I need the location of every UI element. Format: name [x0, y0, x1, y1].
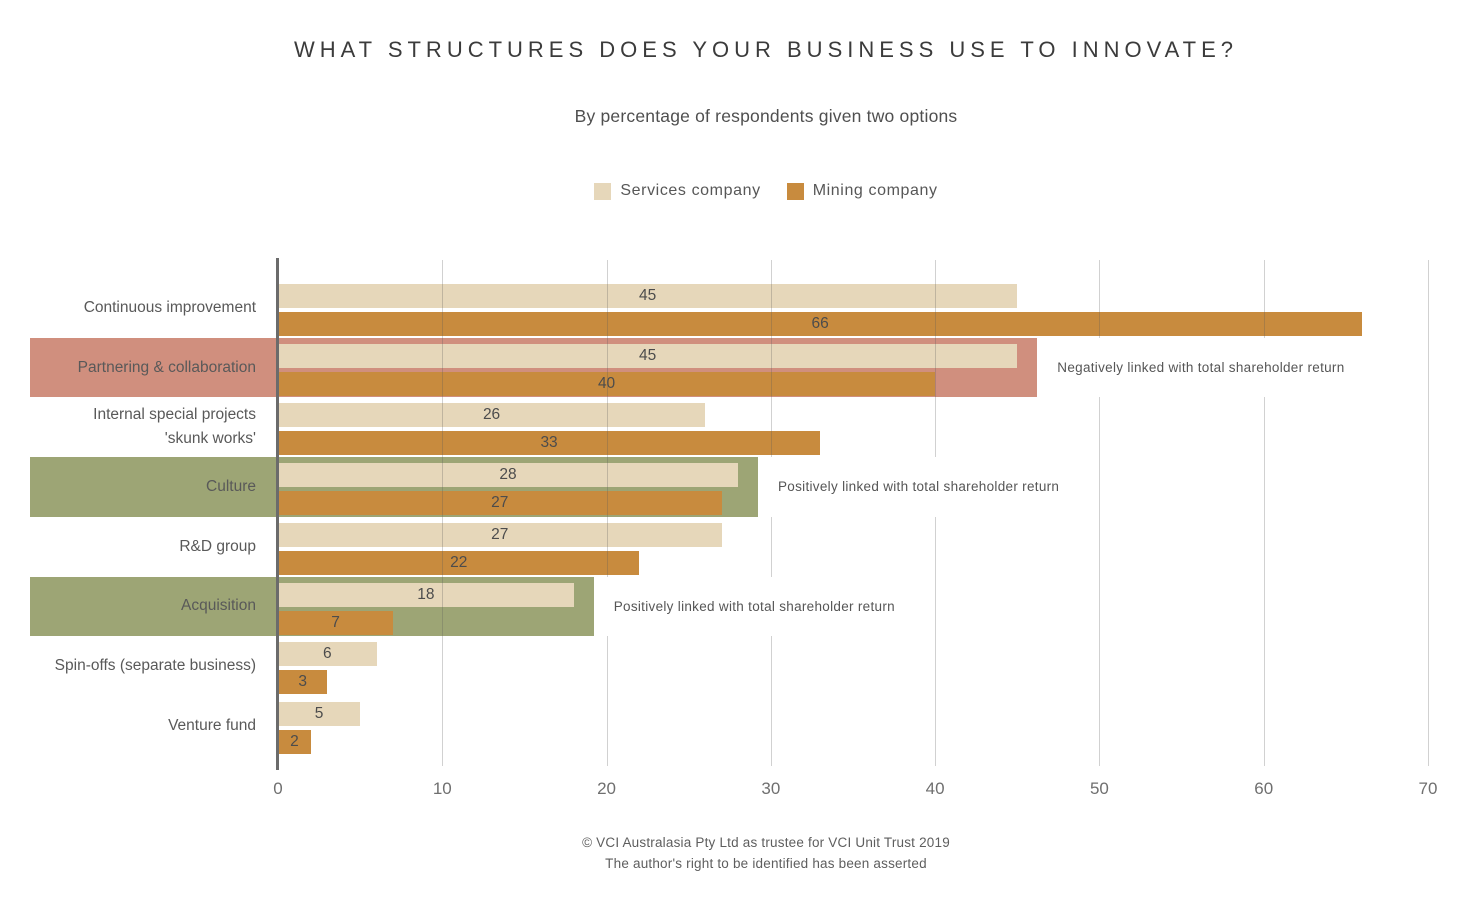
x-axis-tick-40: 40	[925, 779, 945, 798]
x-axis-tick-20: 20	[597, 779, 617, 798]
category-label-r-d-group: R&D group	[179, 537, 256, 555]
x-axis-tick-60: 60	[1254, 779, 1274, 798]
category-label-acquisition: Acquisition	[181, 597, 256, 615]
legend-swatch-icon	[786, 182, 804, 200]
x-axis-tick-70: 70	[1418, 779, 1438, 798]
bar-mining-r-d-group: 22	[278, 550, 640, 575]
category-label-continuous-improvement: Continuous improvement	[83, 298, 256, 316]
gridline-10	[442, 260, 444, 766]
footer-rights-statement: The author's right to be identified has …	[605, 856, 927, 871]
footer-copyright: © VCI Australasia Pty Ltd as trustee for…	[582, 835, 950, 850]
value-label-mining-spin-offs-separate-business: 3	[298, 673, 307, 691]
bar-services-spin-offs-separate-business: 6	[278, 642, 377, 667]
value-label-services-culture: 28	[499, 466, 517, 484]
bar-services-r-d-group: 27	[278, 522, 722, 547]
chart-title: WHAT STRUCTURES DOES YOUR BUSINESS USE T…	[293, 37, 1239, 62]
value-label-mining-internal-special-projects-skunk-works: 33	[540, 434, 558, 452]
gridline-70	[1428, 260, 1429, 766]
x-axis-tick-30: 30	[761, 779, 781, 798]
x-axis-tick-0: 0	[273, 779, 283, 798]
legend: Services company Mining company	[58, 182, 1474, 200]
value-label-services-continuous-improvement: 45	[639, 287, 657, 304]
bar-services-partnering-collaboration: 45	[278, 343, 1018, 368]
legend-label: Services company	[620, 182, 761, 199]
value-label-services-r-d-group: 27	[491, 525, 509, 543]
bar-mining-culture: 27	[278, 491, 722, 516]
category-label-internal-special-projects-skunk-works: Internal special projects 'skunk works'	[93, 406, 256, 448]
category-label-culture: Culture	[206, 477, 256, 495]
annotation-partnering-collaboration: Negatively linked with total shareholder…	[1037, 337, 1359, 398]
category-label-spin-offs-separate-business: Spin-offs (separate business)	[54, 657, 256, 675]
bar-services-continuous-improvement: 45	[278, 284, 1018, 308]
value-label-services-spin-offs-separate-business: 6	[322, 645, 332, 663]
value-label-mining-acquisition: 7	[331, 613, 340, 631]
legend-item-services-company: Services company	[594, 182, 760, 200]
gridline-50	[1099, 260, 1101, 766]
value-label-mining-r-d-group: 22	[450, 553, 468, 571]
bar-services-internal-special-projects-skunk-works: 26	[278, 403, 706, 428]
legend-item-mining-company: Mining company	[786, 182, 938, 200]
bar-mining-venture-fund: 2	[278, 729, 311, 754]
annotation-culture: Positively linked with total shareholder…	[758, 457, 1074, 517]
bar-mining-acquisition: 7	[278, 610, 393, 635]
value-label-services-internal-special-projects-skunk-works: 26	[482, 406, 501, 424]
x-axis-tick-10: 10	[432, 779, 452, 798]
bar-services-acquisition: 18	[278, 582, 574, 607]
legend-label: Mining company	[812, 182, 938, 199]
value-label-services-partnering-collaboration: 45	[639, 346, 657, 364]
bar-mining-partnering-collaboration: 40	[278, 371, 936, 396]
footer: © VCI Australasia Pty Ltd as trustee for…	[58, 832, 1474, 874]
bar-mining-continuous-improvement: 66	[278, 312, 1363, 336]
chart-subtitle: By percentage of respondents given two o…	[574, 106, 958, 126]
value-label-mining-continuous-improvement: 66	[811, 315, 829, 332]
header: WHAT STRUCTURES DOES YOUR BUSINESS USE T…	[58, 0, 1474, 240]
value-label-mining-venture-fund: 2	[290, 732, 299, 750]
bar-mining-spin-offs-separate-business: 3	[278, 670, 328, 695]
bar-services-venture-fund: 5	[278, 701, 361, 726]
value-label-services-acquisition: 18	[417, 585, 435, 603]
value-label-services-venture-fund: 5	[314, 704, 324, 722]
bar-services-culture: 28	[278, 463, 738, 488]
gridline-60	[1263, 260, 1265, 766]
bar-mining-internal-special-projects-skunk-works: 33	[278, 431, 821, 456]
y-axis-line	[276, 258, 279, 770]
category-label-partnering-collaboration: Partnering & collaboration	[77, 358, 256, 376]
legend-swatch-icon	[594, 182, 612, 200]
value-label-mining-partnering-collaboration: 40	[597, 374, 616, 392]
annotation-acquisition: Positively linked with total shareholder…	[593, 576, 909, 637]
category-label-venture-fund: Venture fund	[168, 716, 256, 734]
x-axis-tick-50: 50	[1089, 779, 1109, 798]
value-label-mining-culture: 27	[491, 494, 509, 512]
gridline-20	[606, 260, 608, 766]
